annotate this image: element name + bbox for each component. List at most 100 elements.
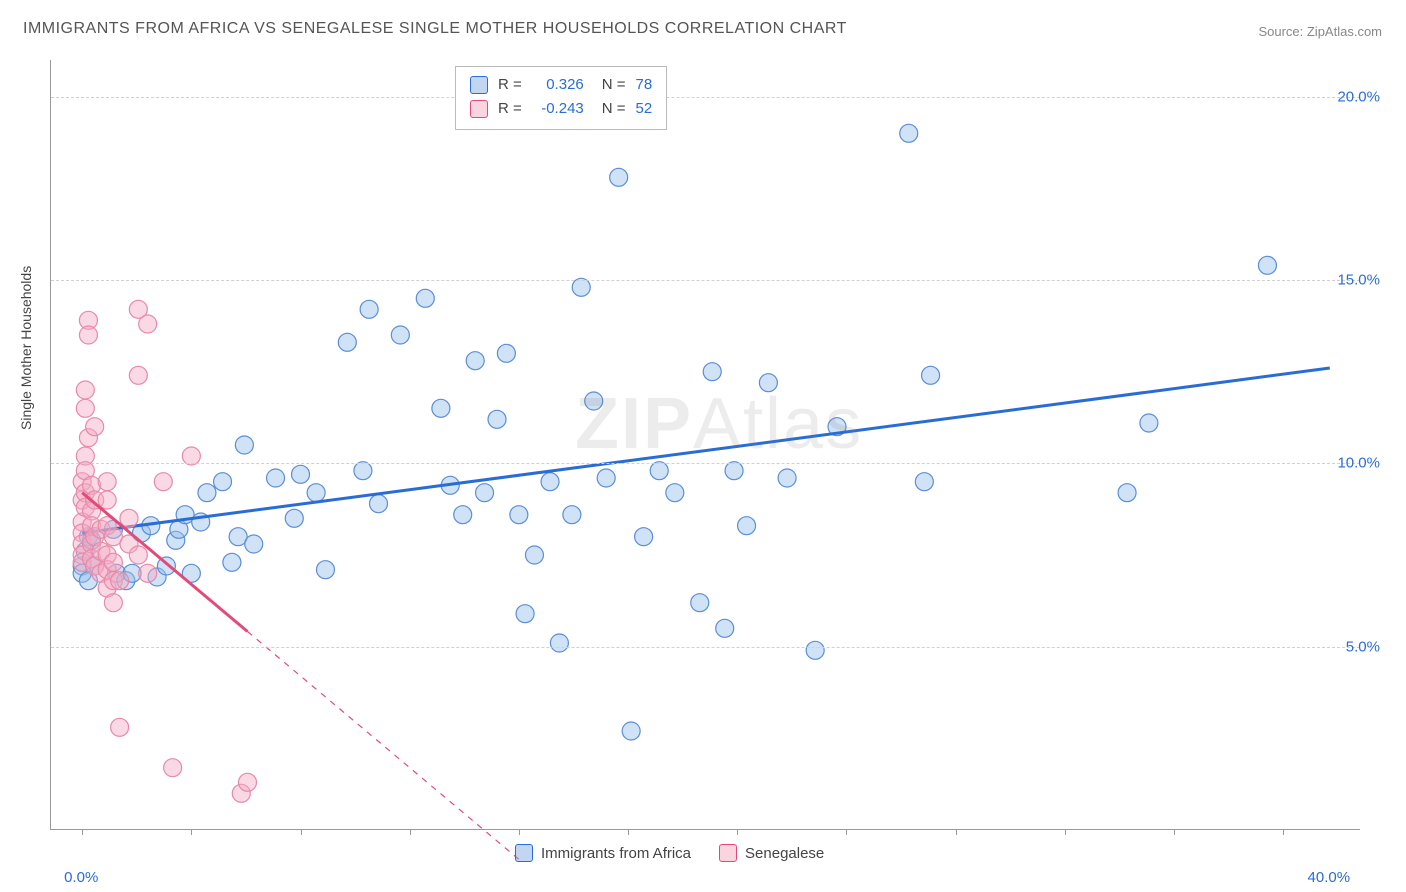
scatter-point-africa	[550, 634, 568, 652]
legend-item-senegalese: Senegalese	[719, 844, 824, 862]
trend-line-africa	[82, 368, 1330, 533]
scatter-point-africa	[1118, 484, 1136, 502]
scatter-point-africa	[541, 473, 559, 491]
scatter-point-africa	[497, 344, 515, 362]
scatter-point-senegalese	[104, 553, 122, 571]
stats-n-label: N =	[602, 97, 626, 121]
chart-title: IMMIGRANTS FROM AFRICA VS SENEGALESE SIN…	[23, 20, 847, 38]
plot-area: ZIPAtlas	[50, 60, 1360, 830]
grid-line-h	[51, 647, 1360, 648]
x-tick	[1174, 829, 1175, 835]
scatter-point-africa	[585, 392, 603, 410]
scatter-point-africa	[476, 484, 494, 502]
source-label: Source: ZipAtlas.com	[1258, 24, 1382, 39]
scatter-point-africa	[292, 465, 310, 483]
scatter-point-africa	[223, 553, 241, 571]
scatter-point-senegalese	[98, 473, 116, 491]
scatter-point-senegalese	[76, 399, 94, 417]
scatter-point-africa	[245, 535, 263, 553]
scatter-point-africa	[738, 517, 756, 535]
scatter-point-africa	[915, 473, 933, 491]
scatter-point-senegalese	[86, 418, 104, 436]
scatter-point-africa	[307, 484, 325, 502]
stats-r-value-senegalese: -0.243	[532, 97, 584, 121]
x-tick-label: 0.0%	[64, 869, 98, 886]
scatter-point-africa	[525, 546, 543, 564]
scatter-point-africa	[285, 509, 303, 527]
scatter-point-senegalese	[111, 718, 129, 736]
plot-svg	[51, 60, 1360, 829]
scatter-point-senegalese	[239, 773, 257, 791]
x-tick	[956, 829, 957, 835]
y-axis-label: Single Mother Households	[18, 266, 34, 430]
scatter-point-senegalese	[104, 594, 122, 612]
scatter-point-africa	[1140, 414, 1158, 432]
scatter-point-africa	[900, 124, 918, 142]
scatter-point-africa	[635, 528, 653, 546]
scatter-point-africa	[198, 484, 216, 502]
scatter-point-africa	[703, 363, 721, 381]
stats-r-label: R =	[498, 73, 522, 97]
scatter-point-africa	[432, 399, 450, 417]
x-tick	[410, 829, 411, 835]
grid-line-h	[51, 463, 1360, 464]
scatter-point-africa	[360, 300, 378, 318]
scatter-point-africa	[666, 484, 684, 502]
scatter-point-africa	[454, 506, 472, 524]
legend-item-africa: Immigrants from Africa	[515, 844, 691, 862]
scatter-point-africa	[391, 326, 409, 344]
x-tick	[1283, 829, 1284, 835]
scatter-point-africa	[725, 462, 743, 480]
scatter-point-senegalese	[139, 315, 157, 333]
scatter-point-senegalese	[139, 564, 157, 582]
scatter-point-africa	[572, 278, 590, 296]
y-tick-label: 15.0%	[1337, 272, 1380, 289]
scatter-point-africa	[267, 469, 285, 487]
scatter-point-senegalese	[154, 473, 172, 491]
legend-swatch-senegalese	[719, 844, 737, 862]
scatter-point-africa	[370, 495, 388, 513]
stats-legend-box: R =0.326N =78R =-0.243N =52	[455, 66, 667, 130]
scatter-point-senegalese	[111, 572, 129, 590]
stats-r-value-africa: 0.326	[532, 73, 584, 97]
scatter-point-africa	[316, 561, 334, 579]
scatter-point-senegalese	[164, 759, 182, 777]
legend-label-africa: Immigrants from Africa	[541, 845, 691, 862]
scatter-point-africa	[622, 722, 640, 740]
scatter-point-africa	[466, 352, 484, 370]
scatter-point-senegalese	[98, 491, 116, 509]
legend-label-senegalese: Senegalese	[745, 845, 824, 862]
scatter-point-africa	[1258, 256, 1276, 274]
x-tick	[628, 829, 629, 835]
legend-swatch-senegalese	[470, 100, 488, 118]
scatter-point-africa	[716, 619, 734, 637]
scatter-point-africa	[650, 462, 668, 480]
stats-n-value-africa: 78	[636, 73, 653, 97]
scatter-point-senegalese	[120, 509, 138, 527]
scatter-point-africa	[597, 469, 615, 487]
scatter-point-africa	[610, 168, 628, 186]
stats-n-value-senegalese: 52	[636, 97, 653, 121]
scatter-point-africa	[691, 594, 709, 612]
scatter-point-africa	[563, 506, 581, 524]
y-tick-label: 5.0%	[1346, 638, 1380, 655]
scatter-point-africa	[510, 506, 528, 524]
scatter-point-senegalese	[129, 546, 147, 564]
bottom-legend: Immigrants from Africa Senegalese	[515, 844, 824, 862]
legend-swatch-africa	[515, 844, 533, 862]
scatter-point-africa	[759, 374, 777, 392]
x-tick-label: 40.0%	[1308, 869, 1351, 886]
x-tick	[846, 829, 847, 835]
scatter-point-senegalese	[182, 447, 200, 465]
scatter-point-africa	[516, 605, 534, 623]
x-tick	[82, 829, 83, 835]
scatter-point-senegalese	[129, 366, 147, 384]
scatter-point-africa	[922, 366, 940, 384]
stats-r-label: R =	[498, 97, 522, 121]
grid-line-h	[51, 97, 1360, 98]
y-tick-label: 20.0%	[1337, 88, 1380, 105]
x-tick	[737, 829, 738, 835]
grid-line-h	[51, 280, 1360, 281]
scatter-point-africa	[354, 462, 372, 480]
scatter-point-senegalese	[79, 326, 97, 344]
